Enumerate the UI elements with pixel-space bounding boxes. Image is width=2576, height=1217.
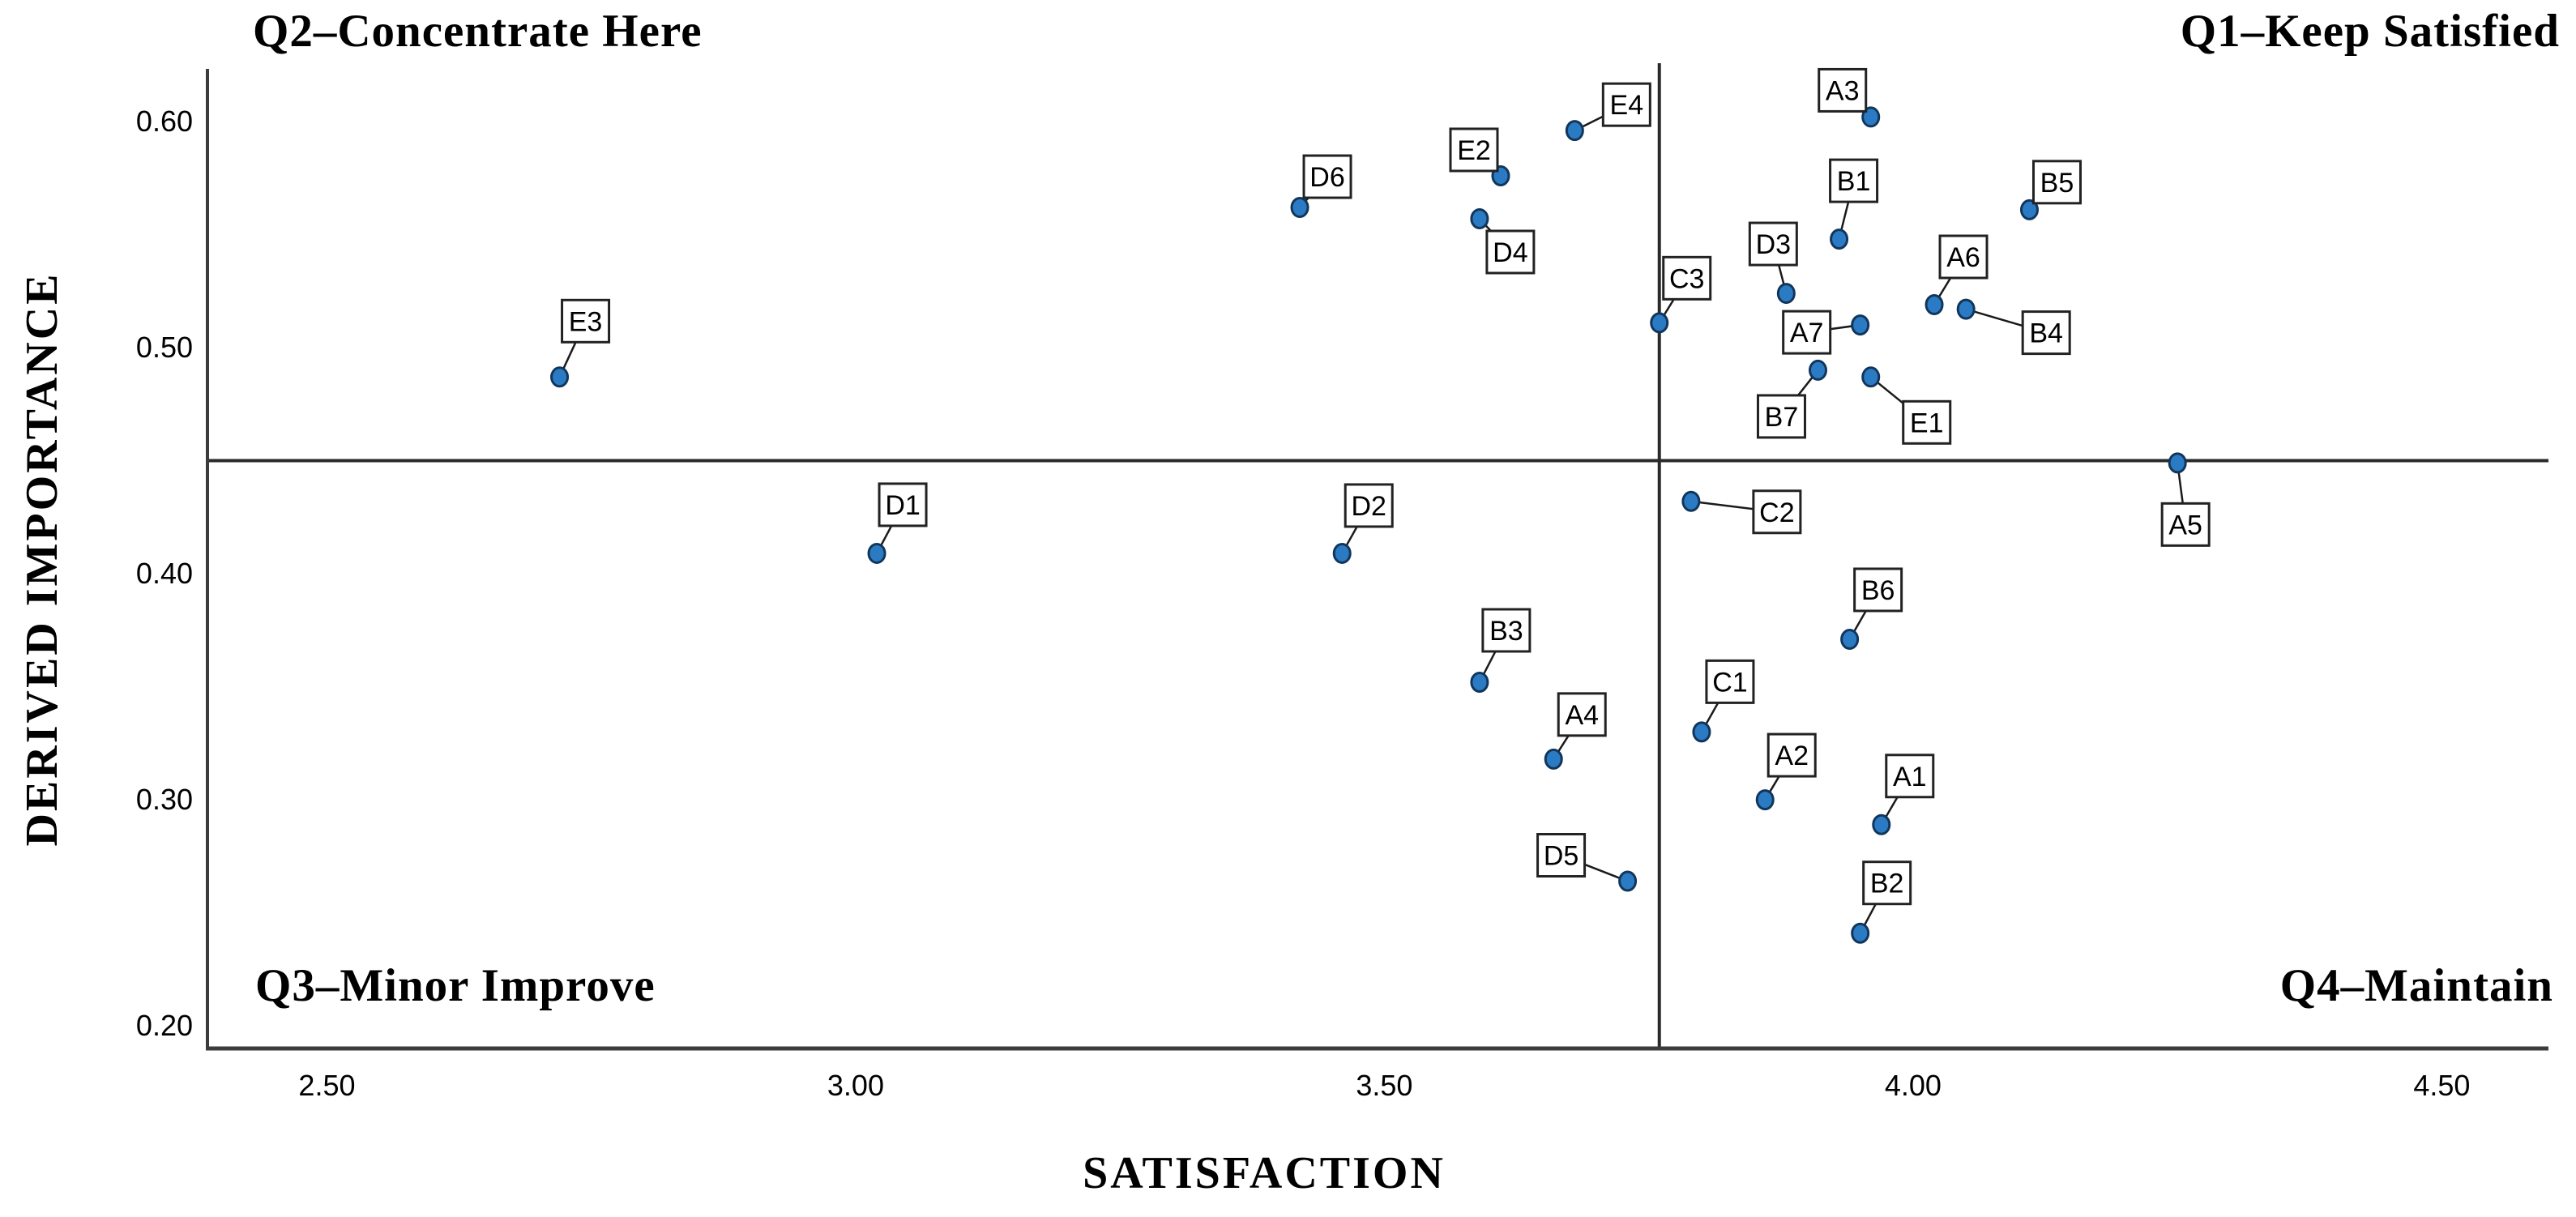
- data-point-B3: [1470, 671, 1489, 693]
- point-label-text-D2: D2: [1352, 491, 1386, 522]
- point-label-box-E3: [561, 298, 611, 344]
- data-point-B4: [1956, 298, 1976, 320]
- data-point-A7: [1851, 314, 1870, 336]
- data-point-C2: [1681, 490, 1701, 512]
- point-label-box-B5: [2031, 160, 2082, 205]
- point-label-box-A7: [1782, 310, 1832, 355]
- y-axis-title: DERIVED IMPORTANCE: [17, 271, 67, 847]
- data-point-E4: [1565, 120, 1584, 142]
- point-label-box-E2: [1449, 127, 1499, 173]
- point-label-box-D1: [878, 482, 928, 527]
- point-label-text-A1: A1: [1893, 762, 1927, 792]
- data-point-D4: [1470, 207, 1489, 229]
- point-label-box-B2: [1862, 860, 1912, 906]
- point-label-box-B7: [1756, 394, 1806, 439]
- data-point-D6: [1290, 197, 1309, 219]
- point-label-text-A7: A7: [1790, 318, 1824, 348]
- quadrant-label-q4-maintain: Q4–Maintain: [2279, 960, 2553, 1011]
- point-label-box-E4: [1601, 82, 1651, 127]
- data-point-A2: [1755, 789, 1775, 811]
- point-label-text-B3: B3: [1489, 616, 1523, 647]
- point-label-box-B6: [1853, 567, 1903, 613]
- x-tick-label: 4.00: [1885, 1069, 1942, 1102]
- point-label-text-D3: D3: [1756, 229, 1791, 260]
- point-label-text-B6: B6: [1861, 575, 1895, 606]
- point-label-box-D4: [1485, 229, 1536, 275]
- point-label-text-E3: E3: [569, 306, 603, 337]
- y-tick-label: 0.30: [136, 783, 193, 816]
- data-point-D2: [1332, 542, 1352, 564]
- y-tick-label: 0.20: [136, 1009, 193, 1042]
- data-point-A1: [1872, 813, 1891, 835]
- x-tick-label: 3.50: [1356, 1069, 1412, 1102]
- point-label-box-B4: [2021, 310, 2071, 356]
- point-label-box-B3: [1481, 608, 1532, 653]
- quadrant-label-q2-concentrate-here: Q2–Concentrate Here: [253, 6, 703, 57]
- point-label-box-D6: [1302, 154, 1352, 199]
- point-label-box-A5: [2160, 502, 2211, 547]
- point-label-box-D2: [1344, 483, 1394, 528]
- point-label-text-D4: D4: [1493, 237, 1527, 268]
- point-label-box-A2: [1766, 732, 1817, 778]
- point-label-box-E1: [1902, 399, 1952, 445]
- x-axis-title: SATISFACTION: [1083, 1148, 1446, 1198]
- point-label-text-B2: B2: [1870, 869, 1904, 899]
- data-point-D3: [1776, 283, 1796, 305]
- point-label-box-A6: [1938, 234, 1989, 280]
- point-label-text-C2: C2: [1759, 497, 1794, 528]
- quadrant-label-q1-keep-satisfied: Q1–Keep Satisfied: [2180, 6, 2560, 57]
- point-label-text-D5: D5: [1544, 841, 1578, 872]
- point-label-box-C1: [1705, 659, 1755, 704]
- point-label-text-E2: E2: [1457, 135, 1491, 166]
- x-tick-label: 3.00: [827, 1069, 884, 1102]
- x-tick-label: 4.50: [2413, 1069, 2470, 1102]
- point-label-text-B7: B7: [1765, 402, 1799, 433]
- point-label-box-B1: [1829, 158, 1879, 203]
- point-label-text-A2: A2: [1775, 741, 1809, 771]
- point-label-text-E1: E1: [1910, 408, 1944, 438]
- point-label-text-E4: E4: [1610, 90, 1644, 121]
- data-point-C1: [1692, 721, 1711, 743]
- data-point-D1: [867, 542, 886, 564]
- point-label-text-D6: D6: [1309, 162, 1344, 193]
- data-point-A6: [1925, 294, 1944, 316]
- point-label-text-A4: A4: [1565, 700, 1599, 731]
- point-label-text-A5: A5: [2168, 510, 2202, 540]
- point-label-box-D3: [1748, 221, 1798, 267]
- data-point-D5: [1618, 870, 1638, 892]
- point-label-text-A6: A6: [1946, 242, 1980, 273]
- point-label-box-D5: [1536, 833, 1587, 878]
- quadrant-label-q3-minor-improve: Q3–Minor Improve: [255, 960, 656, 1011]
- point-label-text-C1: C1: [1712, 667, 1747, 698]
- point-label-text-B1: B1: [1837, 166, 1871, 197]
- data-point-E1: [1861, 366, 1881, 388]
- point-label-text-A3: A3: [1826, 75, 1860, 106]
- data-point-E3: [550, 366, 570, 388]
- data-point-B6: [1840, 628, 1860, 650]
- data-point-C3: [1650, 312, 1669, 334]
- y-tick-label: 0.50: [136, 331, 193, 364]
- data-point-B5: [2019, 199, 2039, 220]
- point-label-box-C3: [1662, 255, 1712, 301]
- point-label-box-A3: [1818, 67, 1868, 113]
- data-point-A5: [2168, 452, 2187, 474]
- point-label-text-D1: D1: [885, 490, 920, 521]
- x-tick-label: 2.50: [298, 1069, 355, 1102]
- point-label-text-B5: B5: [2040, 168, 2074, 199]
- data-point-B2: [1851, 922, 1870, 944]
- y-tick-label: 0.60: [136, 105, 193, 138]
- data-point-A4: [1544, 748, 1563, 770]
- point-label-text-C3: C3: [1669, 263, 1704, 294]
- point-label-box-A4: [1557, 692, 1607, 737]
- data-point-B7: [1808, 359, 1827, 381]
- data-point-B1: [1830, 228, 1849, 250]
- y-tick-label: 0.40: [136, 557, 193, 590]
- point-label-box-A1: [1885, 754, 1935, 799]
- point-label-box-C2: [1752, 489, 1802, 535]
- point-label-text-B4: B4: [2029, 318, 2063, 349]
